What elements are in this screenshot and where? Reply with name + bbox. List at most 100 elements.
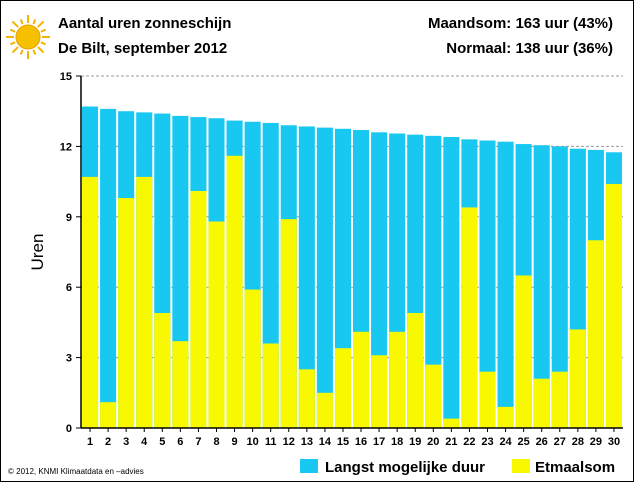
bar-etmaalsom [190,190,207,428]
x-tick-label: 10 [247,436,259,448]
legend-swatch-langst [300,459,318,473]
bar-langst-mogelijke-duur [298,126,315,428]
month-sum: Maandsom: 163 uur (43%) [428,15,613,32]
x-tick-label: 11 [265,436,277,448]
x-tick-label: 19 [409,436,421,448]
grid-lines [81,75,623,359]
x-tick-label: 1 [87,436,93,448]
bar-etmaalsom [461,207,478,428]
bar-etmaalsom [280,219,297,428]
sun-icon [6,15,50,59]
bar-etmaalsom [389,331,406,428]
x-tick-label: 27 [554,436,566,448]
x-tick-labels: 1 2 3 4 5 6 7 8 9 10 11 12 13 14 15 16 17 18 19 20 21 22 23 24 2… [87,428,620,448]
x-tick-label: 12 [283,436,295,448]
sun-ray [19,19,24,25]
x-tick-label: 14 [319,436,332,448]
bar-etmaalsom [515,275,532,428]
x-tick-label: 3 [123,436,129,448]
legend-label-etmaalsom: Etmaalsom [535,459,615,476]
x-tick-label: 17 [373,436,385,448]
y-tick-labels: 0 3 6 9 12 15 [60,71,81,435]
bar-langst-mogelijke-duur [443,137,460,428]
copyright-text: © 2012, KNMI Klimaatdata en –advies [8,467,144,476]
legend: Langst mogelijke duur Etmaalsom [300,459,615,476]
sun-ray [10,28,16,33]
sun-ray [40,28,46,33]
x-tick-label: 13 [301,436,313,448]
sun-ray [11,20,19,28]
bar-etmaalsom [316,392,333,428]
x-tick-label: 18 [391,436,403,448]
sun-ray [37,46,45,54]
bar-etmaalsom [353,331,370,428]
bar-etmaalsom [226,155,243,428]
bar-etmaalsom [497,406,514,428]
bar-etmaalsom [407,313,424,428]
bar-etmaalsom [136,176,153,428]
x-tick-label: 16 [355,436,367,448]
x-tick-label: 22 [463,436,475,448]
bar-langst-mogelijke-duur [551,146,568,428]
x-tick-label: 4 [141,436,148,448]
x-tick-label: 6 [177,436,183,448]
x-tick-label: 25 [518,436,530,448]
bar-langst-mogelijke-duur [497,141,514,428]
y-tick-label: 0 [66,423,72,435]
bar-langst-mogelijke-duur [425,135,442,428]
x-tick-label: 23 [481,436,493,448]
bar-langst-mogelijke-duur [100,108,117,428]
bar-langst-mogelijke-duur [371,132,388,428]
x-tick-label: 30 [608,436,620,448]
bar-etmaalsom [244,289,261,428]
bar-etmaalsom [118,198,135,428]
bar-langst-mogelijke-duur [316,127,333,429]
bar-etmaalsom [587,240,604,428]
x-tick-label: 15 [337,436,349,448]
bar-etmaalsom [154,313,171,428]
legend-label-langst: Langst mogelijke duur [325,459,485,476]
bar-etmaalsom [172,341,189,428]
chart-title: Aantal uren zonneschijn [58,15,231,32]
y-tick-label: 9 [66,212,72,224]
bar-etmaalsom [605,183,622,428]
bar-langst-mogelijke-duur [479,140,496,429]
x-tick-label: 24 [499,436,512,448]
y-tick-label: 12 [60,141,72,153]
bar-etmaalsom [208,221,225,428]
sun-ray [32,19,37,25]
y-axis-label: Uren [28,234,47,271]
x-tick-label: 8 [213,436,219,448]
sun-ray [37,20,45,28]
bar-etmaalsom [479,371,496,428]
chart-subtitle: De Bilt, september 2012 [58,40,227,57]
bar-etmaalsom [262,343,279,428]
sun-ray [19,49,24,55]
x-tick-label: 29 [590,436,602,448]
x-tick-label: 7 [195,436,201,448]
bars [82,106,622,429]
bar-etmaalsom [533,378,550,428]
sun-ray [32,49,37,55]
x-tick-label: 9 [232,436,238,448]
x-tick-label: 2 [105,436,111,448]
bar-etmaalsom [551,371,568,428]
sun-ray [10,41,16,46]
sun-ray [40,41,46,46]
y-tick-label: 3 [66,353,72,365]
bar-etmaalsom [569,329,586,428]
bar-etmaalsom [371,355,388,428]
x-tick-label: 21 [445,436,457,448]
x-tick-label: 20 [427,436,439,448]
sun-ray [11,46,19,54]
x-tick-label: 26 [536,436,548,448]
bar-langst-mogelijke-duur [533,145,550,428]
y-tick-label: 15 [60,71,72,83]
bar-etmaalsom [443,418,460,428]
bar-etmaalsom [334,348,351,428]
y-tick-label: 6 [66,282,72,294]
bar-etmaalsom [425,364,442,428]
legend-swatch-etmaalsom [512,459,530,473]
